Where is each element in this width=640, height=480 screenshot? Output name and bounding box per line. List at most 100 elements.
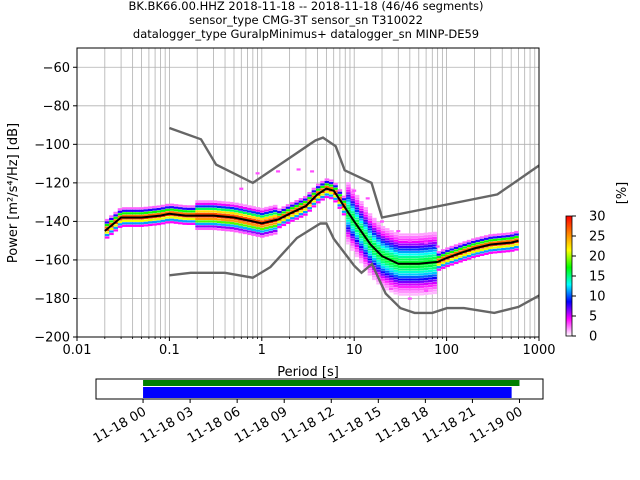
density-cell [449, 260, 455, 264]
density-cell [234, 220, 239, 223]
density-cell [242, 224, 248, 227]
density-cell [436, 253, 442, 256]
density-cell [354, 194, 360, 198]
density-cell [341, 200, 347, 203]
density-cell [126, 219, 131, 222]
density-cell [402, 278, 407, 281]
density-cell [178, 217, 183, 220]
density-cell [371, 275, 377, 278]
density-cell [432, 231, 437, 234]
density-cell [393, 284, 399, 287]
density-cell [432, 246, 437, 250]
density-cell [432, 249, 437, 252]
density-cell [367, 250, 373, 253]
density-cell [393, 249, 399, 252]
density-cell [363, 222, 368, 225]
density-cell [380, 261, 386, 264]
density-cell [247, 205, 252, 208]
density-cell [190, 205, 196, 208]
density-cell [324, 183, 330, 186]
density-cell [264, 206, 269, 210]
density-cell [216, 228, 222, 231]
density-cell [402, 288, 407, 291]
density-cell [354, 254, 360, 258]
density-cell [432, 286, 437, 290]
density-cell [156, 207, 162, 211]
availability-tick-label: 11-18 15 [326, 404, 384, 446]
density-cell [393, 292, 399, 295]
density-cell [268, 223, 274, 226]
density-cell [126, 209, 131, 212]
density-cell [393, 274, 399, 277]
density-cell [428, 257, 433, 260]
density-cell [393, 259, 399, 262]
density-cell [419, 280, 424, 283]
density-cell [488, 249, 493, 252]
density-cell [259, 217, 265, 221]
density-cell [272, 232, 278, 235]
density-cell [419, 288, 424, 291]
density-cell [350, 203, 356, 206]
density-cell [109, 230, 114, 233]
density-cell [371, 272, 377, 276]
density-cell [367, 213, 373, 216]
density-cell [484, 235, 489, 238]
density-cell [251, 223, 256, 226]
x-tick-label: 100 [434, 343, 459, 358]
density-cell [272, 204, 278, 208]
density-cell [393, 267, 399, 270]
density-cell [397, 245, 403, 249]
density-cell [397, 248, 403, 251]
density-cell [505, 232, 511, 235]
density-cell [229, 222, 235, 225]
density-cell [393, 287, 399, 290]
density-cell [406, 258, 412, 261]
x-axis-ticks: 0.01 0.1 1 10 100 1000 [63, 337, 556, 358]
density-cell [126, 214, 131, 217]
density-cell [277, 216, 282, 219]
density-cell [462, 241, 468, 244]
density-cell [238, 226, 244, 229]
density-cell [130, 214, 136, 217]
density-cell [479, 243, 485, 246]
density-cell [449, 258, 455, 261]
density-cell [402, 245, 407, 249]
density-cell [410, 283, 416, 286]
density-cell [458, 257, 463, 261]
density-cell [367, 253, 373, 256]
density-cell [346, 224, 351, 227]
density-cell [359, 200, 364, 204]
density-cell [359, 223, 364, 226]
density-cell [315, 201, 321, 204]
density-cell [117, 208, 123, 211]
density-cell [350, 246, 356, 249]
availability-bars [143, 380, 520, 398]
density-cell [479, 253, 485, 256]
density-cell [384, 228, 390, 231]
density-cell [234, 225, 239, 228]
density-cell [419, 270, 424, 273]
density-cell [341, 210, 347, 213]
density-cell [359, 205, 364, 209]
density-cell [397, 233, 403, 236]
density-cell [393, 277, 399, 280]
density-cell [376, 254, 381, 257]
density-cell [350, 238, 356, 241]
x-tick-label: 0.01 [63, 343, 92, 358]
density-cell [432, 281, 437, 285]
density-cell [359, 241, 364, 244]
density-cell [410, 253, 416, 256]
density-cell [122, 214, 127, 217]
density-cell [436, 256, 442, 259]
density-cell [320, 198, 325, 201]
density-cell [462, 248, 468, 252]
density-cell [445, 252, 450, 255]
density-cell [354, 239, 360, 243]
density-cell [268, 205, 274, 209]
density-cell [423, 265, 429, 268]
density-cell [122, 212, 127, 215]
density-cell [315, 191, 321, 194]
density-cell [298, 200, 304, 203]
density-cell [440, 251, 446, 254]
density-cell [225, 201, 231, 204]
